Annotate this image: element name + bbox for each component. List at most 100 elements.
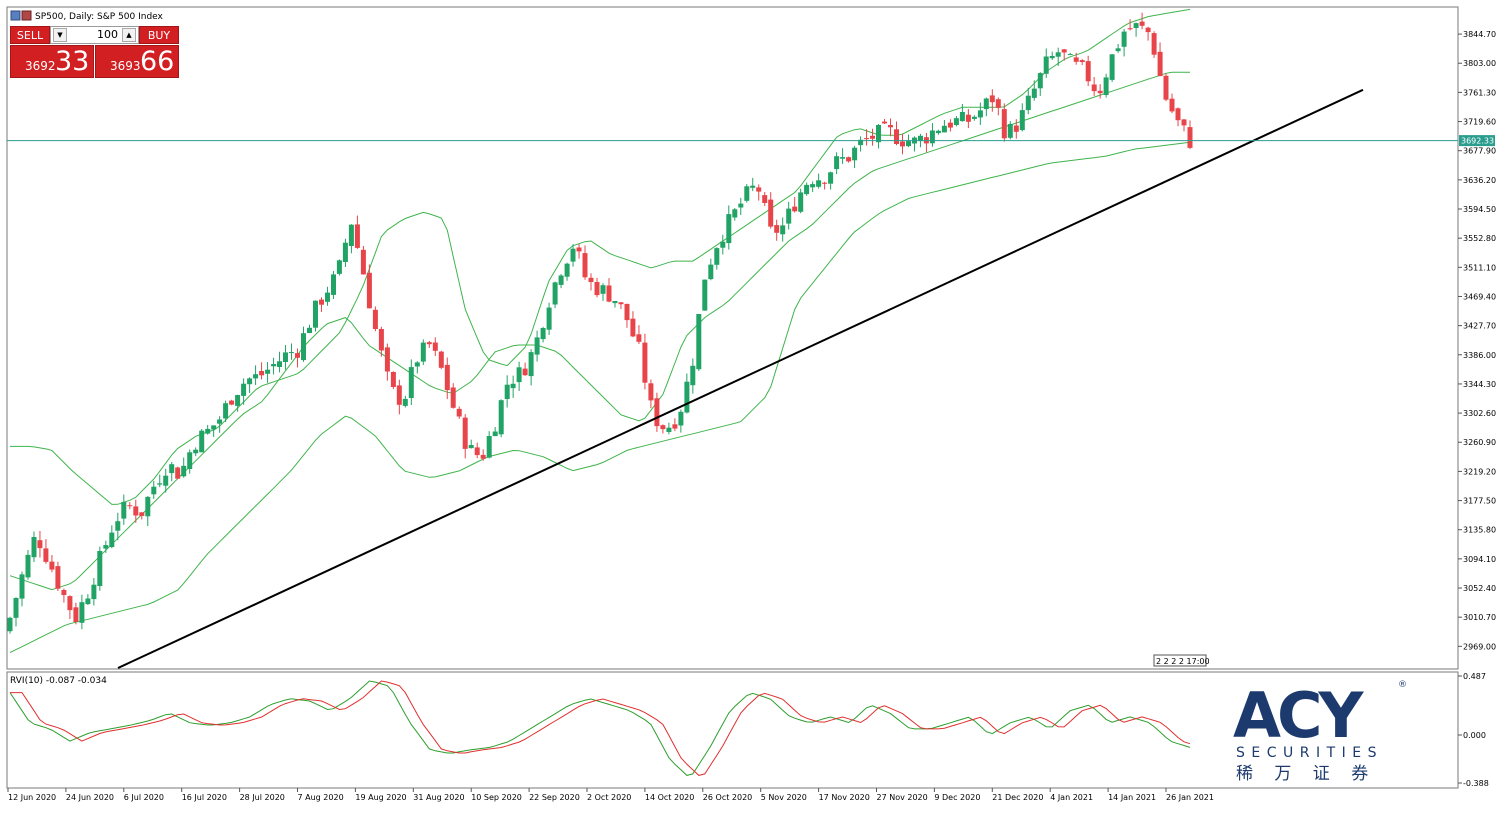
buy-price-button[interactable]: 3693 66 — [95, 45, 179, 78]
candle-body — [564, 263, 570, 277]
candle-body — [1055, 52, 1061, 57]
candle-body — [19, 574, 25, 599]
candle-body — [816, 180, 822, 187]
candle-body — [73, 607, 79, 622]
candle-body — [468, 445, 474, 449]
logo-chinese: 稀 万 证 券 — [1236, 764, 1376, 784]
candle-body — [241, 383, 247, 396]
candle-body — [774, 225, 780, 233]
candle-body — [492, 431, 498, 437]
candle-body — [959, 112, 965, 122]
candle-body — [690, 365, 696, 386]
sell-button[interactable]: SELL — [10, 26, 50, 44]
candle-body — [929, 130, 935, 144]
candle-body — [900, 141, 905, 147]
candle-body — [941, 125, 947, 133]
candle-body — [265, 369, 271, 374]
rvi-main-line — [9, 680, 1191, 776]
candle-body — [432, 342, 438, 351]
price-label: 3052.40 — [1463, 584, 1496, 593]
candle-body — [1151, 33, 1157, 55]
candle-body — [301, 333, 306, 361]
indicator-pane — [6, 671, 1459, 789]
svg-text:2 2 2 2 17:00: 2 2 2 2 17:00 — [1156, 657, 1210, 666]
candle-body — [1067, 54, 1073, 56]
svg-text:0.000: 0.000 — [1463, 731, 1486, 740]
candle-body — [1079, 60, 1085, 62]
candle-body — [935, 130, 941, 134]
candle-body — [319, 299, 324, 305]
price-label: 3260.90 — [1463, 438, 1496, 447]
candle-body — [858, 139, 864, 146]
buy-button[interactable]: BUY — [139, 26, 179, 44]
price-label: 3761.30 — [1463, 88, 1496, 97]
price-label: 3803.00 — [1463, 59, 1496, 68]
candle-body — [852, 147, 858, 161]
candle-body — [1025, 95, 1031, 111]
candle-body — [894, 129, 899, 144]
candle-body — [534, 337, 540, 355]
decrease-lot-icon[interactable]: ▼ — [53, 28, 67, 42]
candle-body — [1085, 61, 1091, 82]
candle-body — [1001, 109, 1007, 139]
candle-body — [588, 277, 594, 282]
price-label: 3135.80 — [1463, 526, 1496, 535]
sell-price-small: 3692 — [25, 59, 56, 73]
candle-body — [600, 285, 606, 294]
candle-body — [187, 452, 193, 469]
candle-body — [510, 383, 516, 389]
candle-body — [1091, 84, 1097, 92]
candle-body — [360, 249, 366, 275]
price-label: 3219.20 — [1463, 467, 1496, 476]
buy-price-big: 66 — [140, 46, 175, 77]
candle-body — [953, 118, 959, 125]
candle-body — [786, 208, 792, 224]
candle-body — [55, 566, 61, 589]
candle-body — [91, 584, 97, 600]
time-label: 14 Oct 2020 — [645, 793, 694, 802]
candle-body — [402, 398, 408, 406]
candle-body — [750, 185, 756, 188]
time-axis: 12 Jun 2020 24 Jun 2020 6 Jul 2020 16 Jul 2… — [7, 788, 1214, 802]
candle-body — [1169, 98, 1175, 112]
candle-body — [678, 411, 684, 426]
sell-price-big: 33 — [55, 46, 90, 77]
candle-body — [522, 368, 528, 376]
window-icon — [10, 10, 32, 21]
candle-body — [169, 464, 175, 474]
candle-body — [995, 99, 1001, 108]
candle-body — [714, 248, 720, 265]
trend-line[interactable] — [117, 88, 1364, 669]
candle-body — [744, 186, 750, 201]
lot-size-value[interactable]: 100 — [97, 28, 118, 41]
increase-lot-icon[interactable]: ▲ — [122, 28, 136, 42]
lot-size-field[interactable]: ▼ 100 ▲ — [50, 26, 139, 44]
candle-body — [720, 241, 726, 248]
candle-body — [684, 381, 690, 413]
price-label: 3177.50 — [1463, 497, 1496, 506]
candle-body — [672, 424, 678, 429]
candle-body — [1157, 51, 1163, 77]
time-label: 16 Jul 2020 — [182, 793, 227, 802]
candle-body — [822, 182, 828, 184]
time-label: 19 Aug 2020 — [355, 793, 406, 802]
candle-body — [1019, 110, 1025, 131]
candle-body — [1073, 57, 1079, 62]
candle-body — [648, 383, 654, 401]
candle-body — [444, 364, 450, 391]
candle-body — [474, 447, 480, 456]
price-label: 3677.90 — [1463, 147, 1496, 156]
candle-body — [325, 292, 330, 302]
candle-body — [1145, 27, 1151, 33]
candle-body — [414, 362, 420, 367]
candle-body — [906, 141, 911, 147]
candle-body — [630, 318, 636, 337]
candle-body — [1121, 31, 1127, 47]
period-marker: 2 2 2 2 17:00 — [1153, 654, 1210, 667]
candle-body — [408, 367, 414, 398]
current-price-tag: 3692.33 — [1459, 135, 1495, 147]
price-label: 3844.70 — [1463, 30, 1496, 39]
sell-price-button[interactable]: 3692 33 — [10, 45, 94, 78]
